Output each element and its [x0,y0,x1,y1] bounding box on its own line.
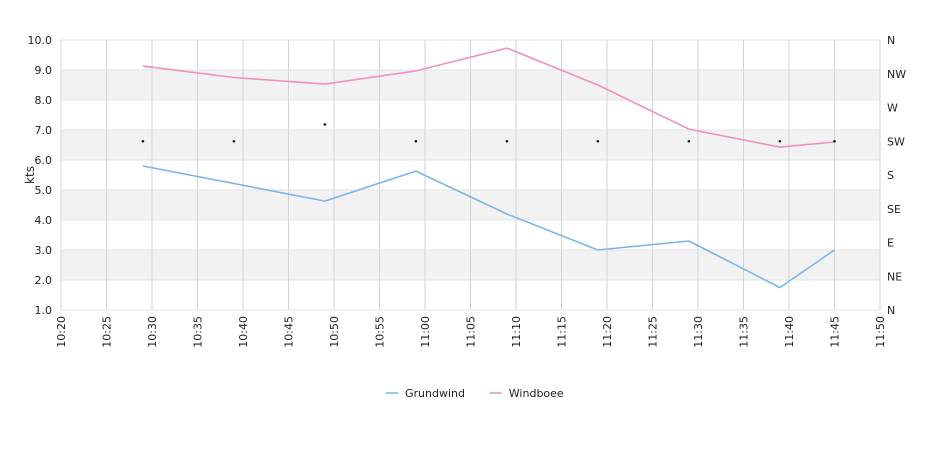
x-tick-label: 10:45 [283,316,296,348]
x-tick-label: 10:35 [192,316,205,348]
x-tick-label: 11:50 [874,316,887,348]
x-tick-label: 11:20 [601,316,614,348]
x-tick-label: 11:30 [692,316,705,348]
direction-point [141,139,145,143]
direction-tick-label: NW [887,68,906,81]
y-tick-label: 9.0 [35,64,53,77]
y-tick-label: 3.0 [35,244,53,257]
y-tick-label: 2.0 [35,274,53,287]
series-line-grundwind [142,165,835,289]
legend: Grundwind Windboee [386,387,564,400]
direction-point [778,139,782,143]
x-tick-label: 11:35 [738,316,751,348]
y-tick-label: 5.0 [35,184,53,197]
x-tick-label: 10:40 [237,316,250,348]
direction-tick-label: N [887,34,895,47]
x-tick-label: 11:40 [783,316,796,348]
x-tick-label: 10:20 [55,316,68,348]
x-tick-label: 11:00 [419,316,432,348]
direction-point [687,139,691,143]
series-line-windboee [142,47,835,148]
legend-label-windboee: Windboee [509,387,564,400]
direction-tick-label: N [887,304,895,317]
y-axis-ticks: 1.0 2.0 3.0 4.0 5.0 6.0 7.0 8.0 9.0 10.0 [28,34,53,317]
y-axis-label: kts [23,166,37,184]
x-tick-label: 11:25 [647,316,660,348]
x-tick-label: 10:55 [374,316,387,348]
x-tick-label: 11:15 [556,316,569,348]
direction-point [505,139,509,143]
y-tick-label: 7.0 [35,124,53,137]
series-layer [142,47,835,289]
direction-tick-label: SW [887,135,905,148]
legend-label-grundwind: Grundwind [405,387,465,400]
y-tick-label: 8.0 [35,94,53,107]
direction-axis-ticks: N NE E SE S SW W NW N [887,34,906,317]
y-tick-label: 6.0 [35,154,53,167]
grid-lines [60,39,881,311]
y-tick-label: 1.0 [35,304,53,317]
x-tick-label: 11:05 [465,316,478,348]
direction-tick-label: E [887,237,894,250]
x-tick-label: 10:50 [328,316,341,348]
direction-point [414,139,418,143]
y-tick-label: 10.0 [28,34,53,47]
direction-tick-label: S [887,169,894,182]
y-tick-label: 4.0 [35,214,53,227]
x-tick-label: 10:25 [101,316,114,348]
x-tick-label: 10:30 [146,316,159,348]
direction-point [833,139,836,143]
x-axis-ticks: 10:20 10:25 10:30 10:35 10:40 10:45 10:50 10:55… [55,316,887,348]
direction-point [232,139,236,143]
direction-point [323,123,327,126]
direction-tick-label: NE [887,270,902,283]
direction-layer [141,123,836,143]
x-tick-label: 11:45 [829,316,842,348]
direction-tick-label: W [887,102,898,115]
direction-point [596,139,600,143]
direction-tick-label: SE [887,203,901,216]
x-tick-label: 11:10 [510,316,523,348]
